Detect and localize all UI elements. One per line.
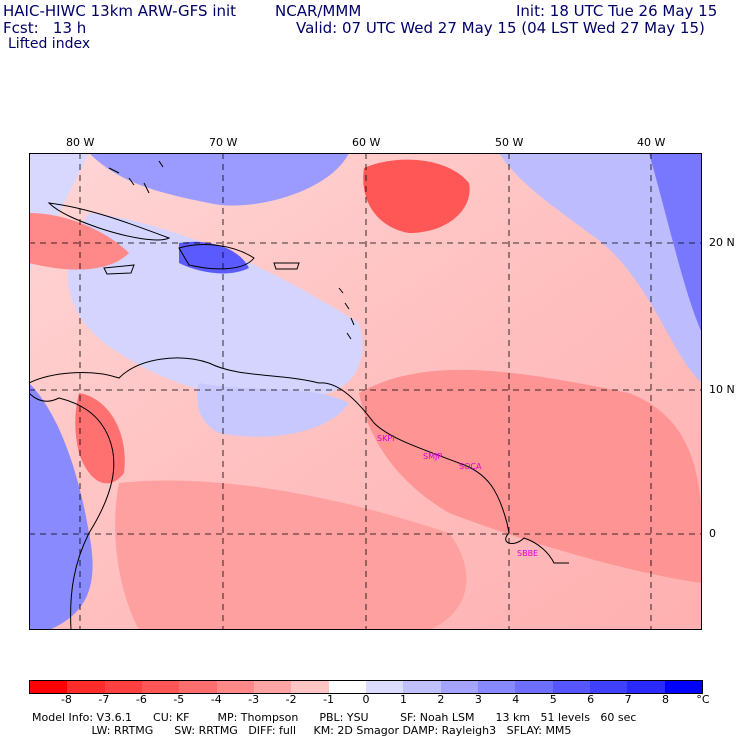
stable-region-hispaniola — [179, 241, 249, 274]
colorbar-swatch — [67, 681, 105, 693]
stable-region-caribbean — [67, 213, 363, 401]
stable-region-north — [89, 153, 349, 206]
model-info-line-1: Model Info: V3.6.1 CU: KF MP: Thompson P… — [32, 711, 637, 724]
unstable-region-tropics — [359, 369, 702, 583]
colorbar-swatch — [403, 681, 441, 693]
map-grid — [29, 153, 702, 630]
colorbar-tick-label: 2 — [437, 693, 445, 706]
stable-region-venezuela-coast — [197, 383, 349, 437]
station-sbbe: SBBE — [517, 549, 538, 558]
colorbar-tick-label: 4 — [512, 693, 520, 706]
stable-region-east — [649, 153, 702, 333]
station-smjp: SMJP — [423, 452, 442, 461]
colorbar-tick-label: -7 — [98, 693, 110, 706]
colorbar-tick-label: -4 — [210, 693, 222, 706]
colorbar-swatch — [179, 681, 217, 693]
colorbar-swatch — [440, 681, 478, 693]
colorbar-tick-label: 8 — [662, 693, 670, 706]
colorbar-swatch — [216, 681, 254, 693]
colorbar-swatch — [291, 681, 329, 693]
coastline-hispaniola — [178, 244, 255, 270]
colorbar-swatch — [253, 681, 292, 693]
unstable-region-gulf — [29, 213, 129, 270]
lon-label-70w: 70 W — [209, 136, 238, 149]
colorbar-tick-label: 1 — [399, 693, 407, 706]
colorbar-tick-label: 6 — [587, 693, 595, 706]
station-skpi: SKPI — [377, 434, 395, 443]
colorbar-swatch — [589, 681, 628, 693]
station-soca: SOCA — [459, 462, 482, 471]
colorbar-tick-label: -1 — [323, 693, 335, 706]
lon-label-40w: 40 W — [637, 136, 666, 149]
lat-label-equator: 0 — [709, 527, 716, 540]
colorbar-swatch — [552, 681, 590, 693]
coastline-cuba — [47, 202, 171, 241]
colorbar-tick-label: -2 — [285, 693, 297, 706]
lon-label-60w: 60 W — [352, 136, 381, 149]
colorbar-swatch — [477, 681, 516, 693]
unstable-region-amazon — [115, 480, 467, 630]
colorbar-tick-label: 7 — [624, 693, 632, 706]
unstable-region-panama — [75, 393, 125, 484]
coastline-south-america — [29, 357, 569, 564]
lat-label-10n: 10 N — [709, 383, 735, 396]
colorbar-tick-label: 3 — [474, 693, 482, 706]
coastline-central-america — [29, 392, 115, 630]
colorbar-tick-label: -3 — [248, 693, 260, 706]
colorbar-swatch — [365, 681, 404, 693]
colorbar-swatch — [141, 681, 180, 693]
coastline-jamaica — [103, 264, 135, 275]
colorbar-swatch — [328, 681, 366, 693]
colorbar-swatch — [104, 681, 142, 693]
stable-region-colombia — [29, 383, 93, 630]
colorbar-tick-label: 5 — [549, 693, 557, 706]
coastline-lesser-antilles — [338, 287, 355, 340]
colorbar-tick-label: -6 — [135, 693, 147, 706]
organization-label: NCAR/MMM — [275, 2, 362, 20]
colorbar-tick-label: °C — [696, 693, 710, 706]
colorbar-swatch — [30, 681, 68, 693]
colorbar-tick-label: -5 — [173, 693, 185, 706]
colorbar — [29, 680, 703, 694]
lon-label-50w: 50 W — [495, 136, 524, 149]
coastline-bahamas — [108, 160, 164, 194]
colorbar-tick-label: -8 — [60, 693, 72, 706]
colorbar-swatch — [627, 681, 665, 693]
colorbar-swatch — [664, 681, 702, 693]
model-info-line-2: LW: RRTMG SW: RRTMG DIFF: full KM: 2D Sm… — [32, 724, 572, 737]
coastline-puerto-rico — [273, 262, 300, 270]
field-name: Lifted index — [8, 36, 91, 52]
valid-time: Valid: 07 UTC Wed 27 May 15 (04 LST Wed … — [296, 19, 705, 37]
lat-label-20n: 20 N — [709, 236, 735, 249]
colorbar-tick-label: 0 — [362, 693, 370, 706]
init-time: Init: 18 UTC Tue 26 May 15 — [516, 2, 718, 20]
unstable-region-atlantic — [363, 159, 470, 233]
lon-label-80w: 80 W — [66, 136, 95, 149]
lifted-index-map: SKPI SMJP SOCA SBBE — [29, 153, 702, 630]
model-title: HAIC-HIWC 13km ARW-GFS init — [3, 2, 237, 20]
forecast-hour: Fcst: 13 h — [3, 19, 87, 37]
colorbar-swatch — [515, 681, 553, 693]
